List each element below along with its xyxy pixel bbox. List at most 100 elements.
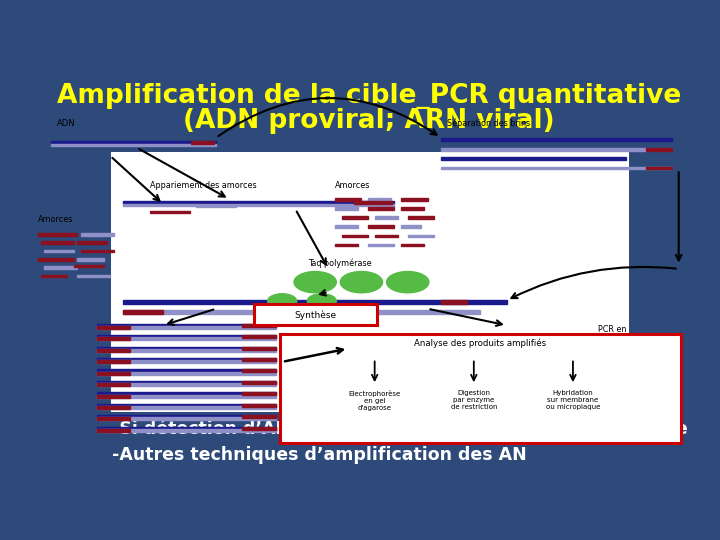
- Bar: [97, 349, 276, 352]
- Bar: [646, 166, 672, 169]
- Bar: [74, 265, 104, 267]
- Text: Analyse des produits amplifiés: Analyse des produits amplifiés: [414, 339, 546, 348]
- Bar: [441, 148, 646, 151]
- Bar: [196, 205, 236, 207]
- Bar: [97, 392, 276, 395]
- Bar: [354, 201, 392, 204]
- Bar: [97, 326, 130, 329]
- Bar: [97, 415, 276, 418]
- Bar: [150, 211, 189, 213]
- Bar: [408, 217, 434, 219]
- Bar: [243, 335, 276, 338]
- Bar: [97, 427, 276, 430]
- Bar: [97, 429, 130, 432]
- Bar: [243, 404, 276, 407]
- Bar: [335, 225, 358, 228]
- Bar: [44, 266, 77, 269]
- Bar: [77, 274, 110, 277]
- Circle shape: [294, 272, 336, 293]
- FancyBboxPatch shape: [253, 305, 377, 325]
- Text: PCR en
temps réel: PCR en temps réel: [591, 325, 634, 345]
- Bar: [97, 326, 276, 329]
- Bar: [97, 372, 130, 375]
- Bar: [374, 235, 397, 237]
- Bar: [243, 381, 276, 384]
- Bar: [335, 198, 361, 201]
- Bar: [341, 217, 368, 219]
- Text: ADN: ADN: [58, 119, 76, 128]
- Bar: [97, 406, 276, 409]
- Bar: [111, 152, 629, 412]
- Bar: [97, 383, 130, 386]
- Bar: [97, 338, 130, 340]
- Bar: [192, 141, 215, 144]
- Bar: [341, 235, 368, 237]
- Bar: [97, 404, 276, 407]
- Bar: [77, 258, 104, 261]
- Circle shape: [307, 294, 336, 308]
- Bar: [97, 338, 276, 340]
- Text: Amorces: Amorces: [37, 215, 73, 225]
- Bar: [441, 166, 672, 169]
- Bar: [401, 198, 428, 201]
- Bar: [243, 323, 276, 327]
- Bar: [97, 323, 276, 327]
- Bar: [368, 225, 395, 228]
- Bar: [368, 198, 391, 201]
- Bar: [41, 241, 74, 244]
- Bar: [368, 207, 395, 210]
- Bar: [97, 395, 130, 397]
- Bar: [243, 427, 276, 430]
- Bar: [97, 360, 130, 363]
- Circle shape: [341, 272, 382, 293]
- Bar: [243, 347, 276, 349]
- Text: Appariement des amorces: Appariement des amorces: [150, 180, 256, 190]
- Bar: [401, 207, 424, 210]
- Text: Synthèse: Synthèse: [294, 310, 336, 320]
- Bar: [97, 369, 276, 373]
- Text: Amorces: Amorces: [335, 180, 370, 190]
- Bar: [408, 235, 434, 237]
- Bar: [97, 429, 276, 432]
- Bar: [243, 415, 276, 418]
- Bar: [124, 310, 480, 314]
- Bar: [97, 372, 276, 375]
- FancyBboxPatch shape: [280, 334, 680, 443]
- Bar: [646, 148, 672, 151]
- Bar: [243, 358, 276, 361]
- Text: (ADN proviral; ARN viral): (ADN proviral; ARN viral): [183, 108, 555, 134]
- Bar: [97, 383, 276, 386]
- Bar: [97, 360, 276, 363]
- Text: Amplification de la cible_PCR quantitative: Amplification de la cible_PCR quantitati…: [57, 83, 681, 109]
- Bar: [51, 141, 216, 144]
- Text: Taq polymérase: Taq polymérase: [309, 258, 372, 267]
- Text: Digestion
par enzyme
de restriction: Digestion par enzyme de restriction: [451, 390, 497, 410]
- Bar: [124, 300, 507, 303]
- Circle shape: [268, 294, 297, 308]
- Bar: [81, 233, 114, 235]
- Bar: [97, 358, 276, 361]
- Bar: [441, 138, 672, 141]
- Bar: [51, 144, 216, 146]
- Bar: [97, 417, 276, 421]
- Bar: [97, 335, 276, 338]
- Text: -Si détection d’ARN: conversion en ARN parfois nécessaire: -Si détection d’ARN: conversion en ARN p…: [112, 420, 688, 438]
- Bar: [374, 217, 397, 219]
- Bar: [37, 233, 77, 235]
- Bar: [97, 349, 130, 352]
- Bar: [401, 244, 424, 246]
- Bar: [97, 347, 276, 349]
- Bar: [37, 258, 74, 261]
- Circle shape: [387, 272, 429, 293]
- Bar: [441, 300, 467, 303]
- Bar: [97, 395, 276, 397]
- Bar: [97, 417, 130, 421]
- Text: Electrophorèse
en gel
d'agarose: Electrophorèse en gel d'agarose: [348, 390, 401, 411]
- Bar: [335, 244, 358, 246]
- Bar: [401, 225, 421, 228]
- Bar: [81, 249, 114, 252]
- Bar: [124, 204, 395, 206]
- Text: Hybridation
sur membrane
ou microplaque: Hybridation sur membrane ou microplaque: [546, 390, 600, 410]
- Bar: [335, 207, 358, 210]
- Bar: [77, 241, 107, 244]
